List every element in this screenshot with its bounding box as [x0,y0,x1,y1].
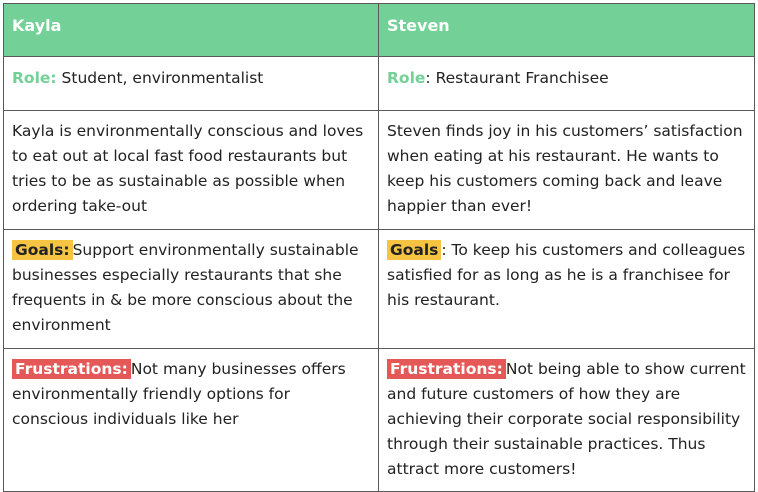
goals-cell-kayla: Goals: Support environmentally sustainabl… [3,229,379,349]
role-cell-steven: Role: Restaurant Franchisee [378,56,755,111]
goals-row: Goals: Support environmentally sustainabl… [3,229,755,349]
role-value: : Restaurant Franchisee [425,69,609,87]
role-label: Role [387,69,426,87]
persona-table: Kayla Steven Role: Student, environmenta… [3,3,755,492]
bio-row: Kayla is environmentally conscious and l… [3,110,755,230]
bio-steven: Steven finds joy in his customers’ satis… [378,110,755,230]
role-label: Role: [12,69,57,87]
goals-cell-steven: Goals: To keep his customers and colleag… [378,229,755,349]
frustrations-tag: Frustrations: [12,359,131,379]
goals-text: : To keep his customers and colleagues s… [387,241,746,309]
persona-name-steven: Steven [378,3,755,57]
role-value: Student, environmentalist [56,69,264,87]
persona-name-kayla: Kayla [3,3,379,57]
frustrations-tag: Frustrations: [387,359,506,379]
goals-tag: Goals: [12,240,73,260]
goals-text: Support environmentally sustainable busi… [12,241,359,334]
role-cell-kayla: Role: Student, environmentalist [3,56,379,111]
frustrations-row: Frustrations: Not many businesses offers … [3,348,755,492]
header-row: Kayla Steven [3,3,755,57]
frustrations-cell-kayla: Frustrations: Not many businesses offers … [3,348,379,492]
frustrations-text: Not being able to show current and futur… [387,360,746,478]
bio-kayla: Kayla is environmentally conscious and l… [3,110,379,230]
frustrations-cell-steven: Frustrations: Not being able to show curr… [378,348,755,492]
role-row: Role: Student, environmentalist Role: Re… [3,56,755,111]
goals-tag: Goals [387,240,442,260]
frustrations-text: Not many businesses offers environmental… [12,360,346,428]
